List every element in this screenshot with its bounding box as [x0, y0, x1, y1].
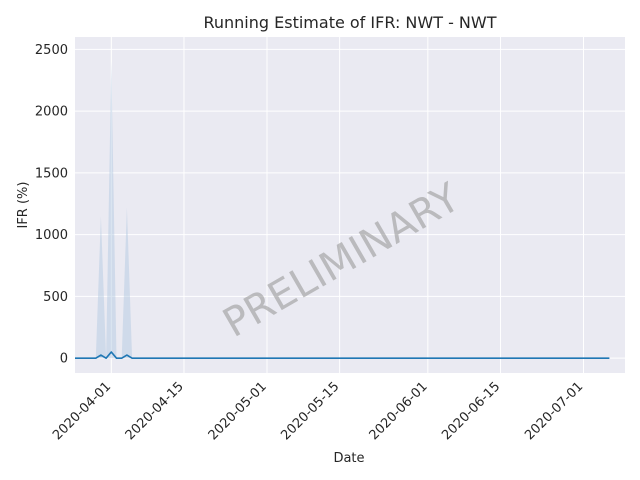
- x-tick-label: 2020-06-01: [367, 379, 431, 443]
- ifr-line: [75, 351, 610, 360]
- y-axis-label: IFR (%): [16, 182, 31, 229]
- y-tick-label: 1500: [35, 166, 68, 181]
- x-tick-label: 2020-04-01: [50, 379, 114, 443]
- plot-area: [75, 37, 625, 373]
- y-tick-label: 1000: [35, 228, 68, 243]
- x-tick-label: 2020-05-01: [206, 379, 270, 443]
- x-tick-label: 2020-04-15: [123, 379, 187, 443]
- confidence-band: [75, 61, 610, 359]
- y-tick-label: 500: [43, 290, 68, 305]
- x-axis-label: Date: [333, 451, 364, 466]
- x-tick-label: 2020-06-15: [439, 379, 503, 443]
- y-axis-ticks: 0 500 1000 1500 2000 2500: [35, 43, 68, 367]
- y-tick-label: 2500: [35, 43, 68, 58]
- ifr-series: [75, 351, 610, 360]
- x-tick-label: 2020-05-15: [278, 379, 342, 443]
- ci-band: [75, 61, 610, 359]
- x-tick-label: 2020-07-01: [522, 379, 586, 443]
- y-tick-label: 0: [60, 352, 68, 367]
- grid-lines: [75, 37, 625, 373]
- chart-title: Running Estimate of IFR: NWT - NWT: [203, 13, 496, 32]
- x-axis-ticks: 2020-04-01 2020-04-15 2020-05-01 2020-05-15…: [50, 379, 586, 443]
- y-tick-label: 2000: [35, 105, 68, 120]
